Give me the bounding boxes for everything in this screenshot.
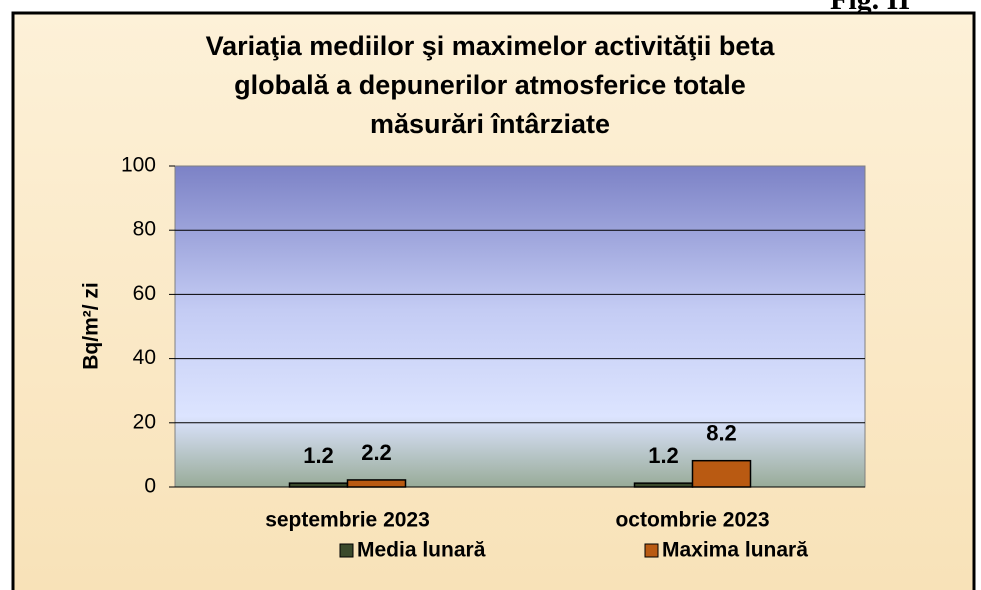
y-tick-label: 40 — [133, 346, 156, 369]
y-axis-label: Bq/m²/ zi — [80, 282, 103, 370]
bar — [346, 479, 407, 488]
x-tick-label: octombrie 2023 — [615, 509, 769, 532]
data-label: 8.2 — [706, 420, 737, 445]
data-label: 1.2 — [648, 443, 679, 468]
plot-area — [174, 165, 866, 488]
y-tick-label: 60 — [133, 282, 156, 305]
y-tick-label: 80 — [133, 218, 156, 241]
data-label: 2.2 — [361, 440, 392, 465]
y-tick-label: 0 — [144, 475, 156, 498]
chart-title: măsurări întârziate — [370, 109, 610, 139]
bar — [633, 482, 694, 488]
bar — [691, 459, 752, 488]
legend-swatch — [339, 543, 354, 558]
legend-swatch — [644, 543, 659, 558]
legend-label: Maxima lunară — [662, 539, 808, 562]
y-tick-label: 100 — [121, 154, 156, 177]
bar — [288, 482, 349, 488]
legend-label: Media lunară — [357, 539, 486, 562]
data-label: 1.2 — [303, 443, 334, 468]
y-tick-label: 20 — [133, 410, 156, 433]
chart-title: Variaţia mediilor şi maximelor activităţ… — [206, 31, 776, 61]
chart-title: globală a depunerilor atmosferice totale — [234, 70, 746, 100]
x-tick-label: septembrie 2023 — [265, 509, 430, 532]
